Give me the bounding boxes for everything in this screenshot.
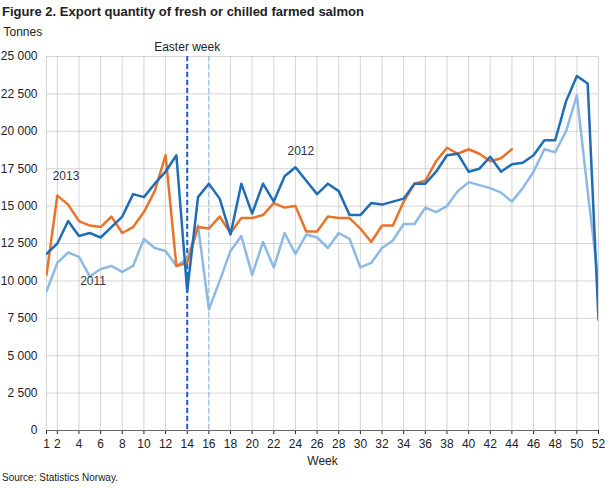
svg-text:18: 18 [224, 437, 238, 451]
svg-text:Easter week: Easter week [154, 40, 221, 54]
svg-text:7 500: 7 500 [7, 311, 37, 325]
svg-text:48: 48 [549, 437, 563, 451]
svg-text:12: 12 [159, 437, 173, 451]
svg-text:14: 14 [181, 437, 195, 451]
svg-text:Tonnes: Tonnes [4, 25, 43, 39]
svg-text:2011: 2011 [80, 274, 106, 288]
svg-text:Week: Week [307, 454, 338, 468]
svg-text:36: 36 [419, 437, 433, 451]
svg-text:42: 42 [484, 437, 498, 451]
svg-text:50: 50 [570, 437, 584, 451]
svg-text:26: 26 [310, 437, 324, 451]
svg-text:25 000: 25 000 [1, 49, 38, 63]
svg-text:40: 40 [462, 437, 476, 451]
svg-text:44: 44 [505, 437, 519, 451]
svg-text:38: 38 [440, 437, 454, 451]
svg-text:2012: 2012 [288, 144, 315, 158]
svg-text:22 500: 22 500 [1, 87, 38, 101]
svg-text:10: 10 [137, 437, 151, 451]
svg-text:32: 32 [375, 437, 389, 451]
svg-text:2 500: 2 500 [7, 386, 37, 400]
svg-text:22: 22 [267, 437, 281, 451]
svg-text:46: 46 [527, 437, 541, 451]
svg-text:2013: 2013 [53, 169, 80, 183]
svg-text:0: 0 [31, 423, 38, 437]
svg-text:30: 30 [354, 437, 368, 451]
svg-text:15 000: 15 000 [1, 199, 38, 213]
svg-text:28: 28 [332, 437, 346, 451]
svg-text:16: 16 [202, 437, 216, 451]
svg-text:4: 4 [76, 437, 83, 451]
svg-text:8: 8 [119, 437, 126, 451]
svg-text:20 000: 20 000 [1, 124, 38, 138]
svg-text:34: 34 [397, 437, 411, 451]
svg-text:17 500: 17 500 [1, 162, 38, 176]
svg-text:5 000: 5 000 [7, 349, 37, 363]
svg-text:2: 2 [54, 437, 61, 451]
html-text:Source: Statistics Norway.: Source: Statistics Norway. [2, 472, 118, 483]
svg-text:6: 6 [97, 437, 104, 451]
svg-text:1: 1 [43, 437, 50, 451]
svg-text:12 500: 12 500 [1, 236, 38, 250]
svg-text:10 000: 10 000 [1, 274, 38, 288]
svg-text:20: 20 [245, 437, 259, 451]
html-text:Figure 2. Export quantity of f: Figure 2. Export quantity of fresh or ch… [2, 4, 364, 19]
svg-text:52: 52 [592, 437, 606, 451]
svg-text:24: 24 [289, 437, 303, 451]
